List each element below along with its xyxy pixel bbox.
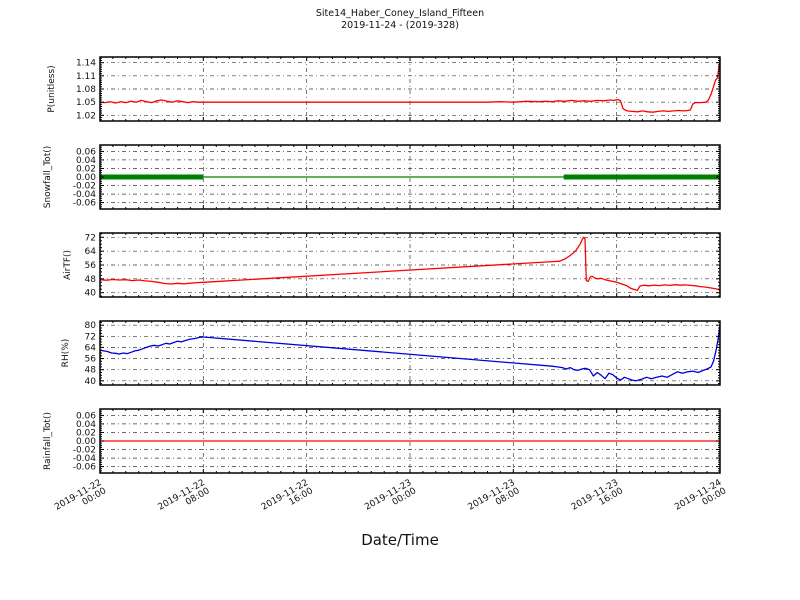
y-tick-label: 1.11 (76, 72, 96, 82)
y-axis-title: AirTF() (63, 250, 73, 280)
panel-border (99, 320, 721, 386)
y-tick-label: 64 (85, 343, 97, 353)
y-tick-label: 0.06 (76, 411, 96, 421)
y-tick-label: 1.02 (76, 111, 96, 121)
y-tick-label: 80 (85, 321, 97, 331)
y-tick-label: 72 (85, 332, 96, 342)
y-axis-title: Rainfall_Tot() (43, 412, 53, 470)
y-axis-title: RH(%) (61, 339, 71, 368)
y-tick-label: 1.05 (76, 98, 96, 108)
y-tick-label: 48 (85, 275, 97, 285)
y-tick-label: 40 (85, 289, 97, 299)
series-p-line (99, 60, 721, 113)
y-axis-title: P(unitless) (47, 65, 57, 112)
y-tick-label: 1.08 (76, 85, 96, 95)
y-tick-label: -0.04 (73, 190, 97, 200)
series-rh-line (99, 325, 721, 382)
y-tick-label: -0.02 (73, 446, 96, 456)
y-tick-label: -0.06 (73, 463, 97, 473)
y-tick-label: -0.06 (73, 199, 97, 209)
y-tick-label: 0.02 (76, 165, 96, 175)
y-tick-label: 64 (85, 247, 97, 257)
panel-Snowfall_Tot: -0.06-0.04-0.020.000.020.040.06 Snowfall_… (43, 144, 721, 210)
y-tick-label: -0.04 (73, 454, 97, 464)
panel-AirTF: 40 48 56 64 72 AirTF() (63, 232, 721, 299)
y-tick-label: 56 (85, 261, 97, 271)
y-axis-title: Snowfall_Tot() (43, 146, 53, 209)
y-tick-label: 0.02 (76, 429, 96, 439)
y-tick-label: 0.00 (76, 437, 96, 447)
y-tick-label: 0.06 (76, 147, 96, 157)
chart-subtitle: 2019-11-24 - (2019-328) (341, 19, 459, 31)
y-tick-label: 72 (85, 233, 96, 243)
panel-Rainfall_Tot: -0.06-0.04-0.020.000.020.040.06 Rainfall_… (43, 408, 721, 474)
y-tick-label: 0.04 (76, 420, 96, 430)
y-tick-label: 0.00 (76, 173, 96, 183)
chart-title-block: Site14_Haber_Coney_Island_Fifteen 2019-1… (0, 8, 800, 32)
panel-P: 1.02 1.05 1.08 1.11 1.14 P(unitless) (47, 56, 721, 122)
y-tick-label: 56 (85, 355, 97, 365)
y-tick-label: 1.14 (76, 59, 96, 69)
chart-title: Site14_Haber_Coney_Island_Fifteen (315, 8, 485, 19)
y-tick-label: -0.02 (73, 182, 96, 192)
y-tick-label: 0.04 (76, 156, 96, 166)
y-tick-label: 40 (85, 377, 97, 387)
x-axis-label: Date/Time (361, 531, 439, 549)
y-tick-label: 48 (85, 366, 97, 376)
series-airtf-line (99, 236, 721, 292)
